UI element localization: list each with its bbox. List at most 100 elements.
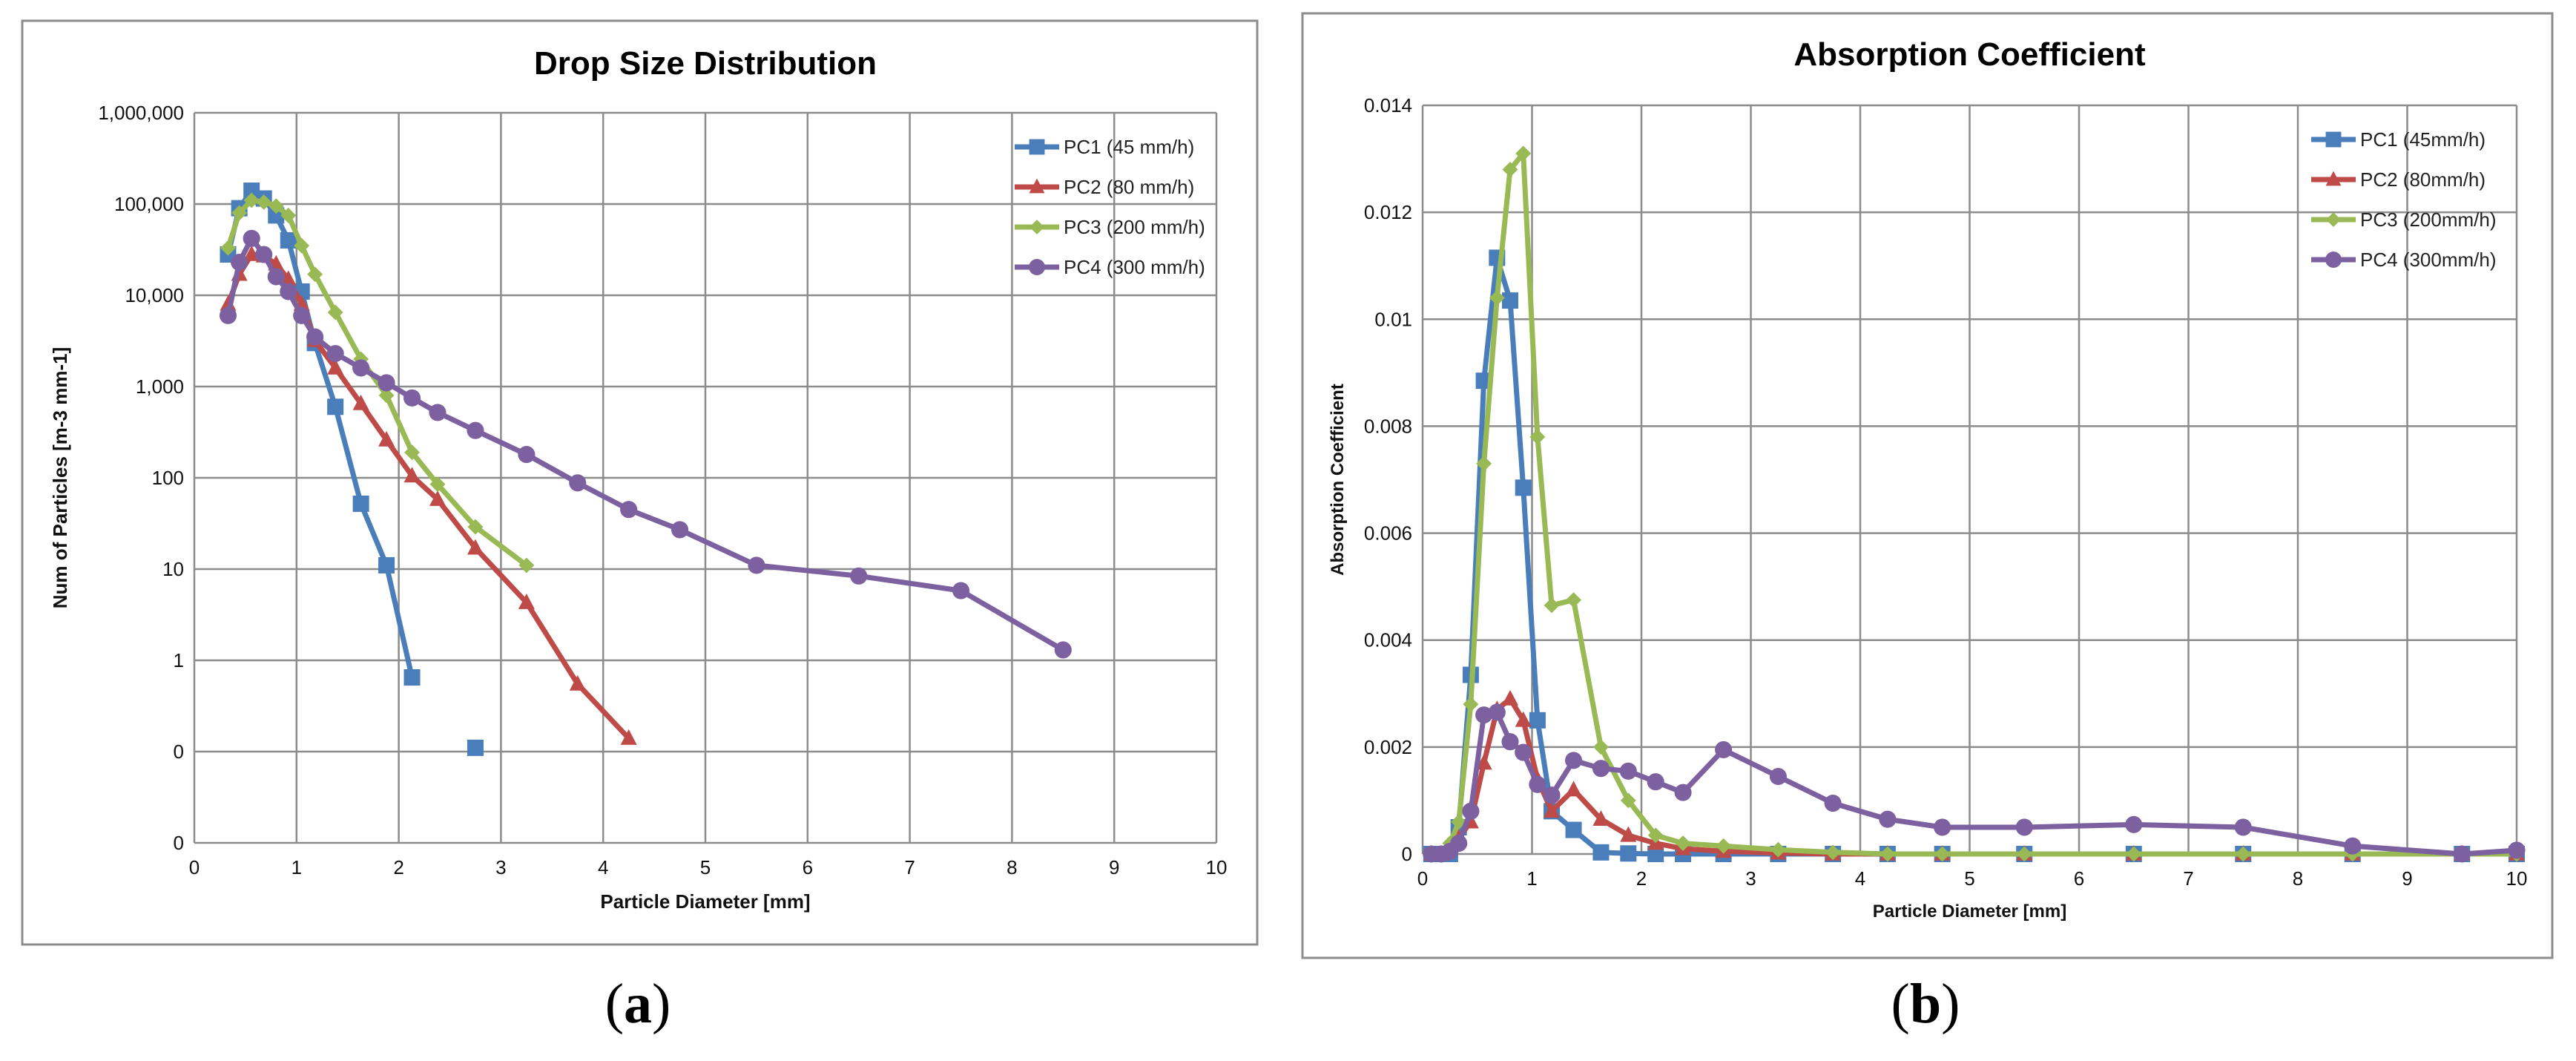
data-point: [327, 304, 343, 321]
y-tick-label: 0.004: [1364, 629, 1412, 651]
legend-label: PC4 (300 mm/h): [1064, 256, 1205, 278]
data-point: [326, 344, 344, 363]
data-point: [569, 474, 587, 492]
data-point: [1544, 597, 1560, 614]
x-tick-label: 10: [1206, 856, 1228, 878]
data-point: [1934, 818, 1951, 836]
data-point: [243, 245, 260, 261]
series-3: [220, 192, 535, 574]
panel-caption: (b): [1891, 973, 1960, 1035]
y-tick-label: 0: [174, 740, 184, 763]
x-tick-label: 3: [1745, 867, 1756, 890]
y-tick-label: 0.01: [1374, 308, 1412, 330]
series-4: [219, 229, 1072, 659]
data-point: [1824, 794, 1842, 812]
legend-item: PC4 (300mm/h): [2311, 249, 2497, 271]
data-point: [1647, 846, 1664, 862]
data-point: [2015, 818, 2033, 836]
data-point: [1462, 802, 1480, 820]
data-point: [280, 207, 297, 223]
data-point: [429, 476, 446, 493]
data-point: [748, 556, 765, 574]
absorption-coefficient-chart: 0 0.002 0.004 0.006 0.008 0.01 0.012 0.014 0 1 2 3 4…: [1301, 12, 2554, 1035]
data-point: [294, 237, 310, 254]
x-tick-label: 0: [189, 856, 200, 878]
x-axis-label: Particle Diameter [mm]: [1873, 901, 2066, 922]
data-point: [403, 389, 421, 407]
x-tick-label: 1: [291, 856, 302, 878]
x-tick-label: 5: [700, 856, 711, 878]
data-point: [1592, 844, 1610, 861]
data-point: [1675, 835, 1691, 852]
legend-item: PC3 (200mm/h): [2311, 208, 2497, 231]
y-tick-label: 0.012: [1364, 201, 1412, 223]
data-point: [1502, 162, 1518, 177]
y-tick-label: 0.014: [1364, 94, 1412, 116]
legend-item: PC1 (45 mm/h): [1015, 136, 1194, 158]
legend-label: PC1 (45mm/h): [2360, 128, 2486, 151]
data-point: [1565, 821, 1582, 838]
data-point: [1619, 762, 1637, 780]
data-point: [467, 421, 484, 439]
chart-panel-a: 0 0 1 10 100 1,000 10,000 100,000 1,000,000 0 1 2 3 4…: [21, 19, 1259, 1035]
y-tick-label: 0.002: [1364, 736, 1412, 758]
x-tick-label: 0: [1417, 867, 1428, 890]
data-point: [429, 404, 447, 421]
y-tick-label: 0: [174, 832, 184, 854]
data-point: [378, 556, 395, 574]
data-point: [2125, 815, 2143, 833]
y-tick-label: 10,000: [125, 284, 184, 306]
data-point: [1450, 835, 1468, 853]
data-point: [671, 521, 689, 539]
x-tick-label: 8: [1007, 856, 1017, 878]
data-point: [1592, 739, 1609, 755]
data-point: [280, 270, 297, 286]
data-point: [378, 430, 395, 447]
legend-marker: [1029, 178, 1045, 194]
data-point: [1529, 775, 1546, 793]
data-point: [231, 205, 248, 221]
data-point: [352, 394, 369, 410]
data-point: [1715, 740, 1733, 759]
data-point: [1515, 479, 1532, 496]
chart-panel-b: 0 0.002 0.004 0.006 0.008 0.01 0.012 0.014 0 1 2 3 4…: [1288, 0, 2576, 1061]
x-tick-label: 6: [2074, 867, 2084, 890]
data-point: [1054, 641, 1072, 659]
x-tick-label: 1: [1526, 867, 1537, 890]
legend-item: PC4 (300 mm/h): [1015, 256, 1205, 278]
legend-item: PC2 (80mm/h): [2311, 168, 2486, 191]
data-point: [243, 229, 260, 247]
x-tick-label: 5: [1964, 867, 1974, 890]
data-point: [518, 446, 536, 464]
data-point: [952, 582, 970, 600]
data-point: [467, 519, 484, 535]
data-point: [1647, 773, 1664, 791]
data-point: [1501, 733, 1519, 751]
x-tick-label: 2: [393, 856, 403, 878]
y-axis-label: Absorption Coefficient: [1328, 384, 1348, 576]
data-point: [1543, 786, 1561, 804]
data-point: [219, 306, 237, 324]
data-point: [378, 374, 395, 392]
gridlines: [1421, 104, 2518, 855]
data-point: [467, 739, 484, 756]
y-tick-label: 10: [162, 558, 184, 580]
data-point: [1515, 145, 1532, 162]
legend-marker: [1030, 220, 1044, 234]
data-point: [1674, 784, 1692, 801]
data-point: [429, 490, 446, 506]
legend-label: PC3 (200mm/h): [2360, 208, 2497, 231]
data-point: [1620, 792, 1636, 809]
legend-marker: [1029, 259, 1045, 275]
x-tick-label: 7: [2183, 867, 2193, 890]
chart-title: Drop Size Distribution: [534, 45, 877, 82]
data-point: [243, 192, 260, 208]
data-point: [1515, 743, 1532, 761]
legend-marker: [2325, 131, 2342, 148]
y-tick-label: 1,000,000: [98, 102, 184, 124]
data-point: [293, 306, 311, 324]
legend-item: PC3 (200 mm/h): [1015, 216, 1205, 238]
x-tick-label: 7: [904, 856, 915, 878]
legend-marker: [1029, 139, 1045, 155]
